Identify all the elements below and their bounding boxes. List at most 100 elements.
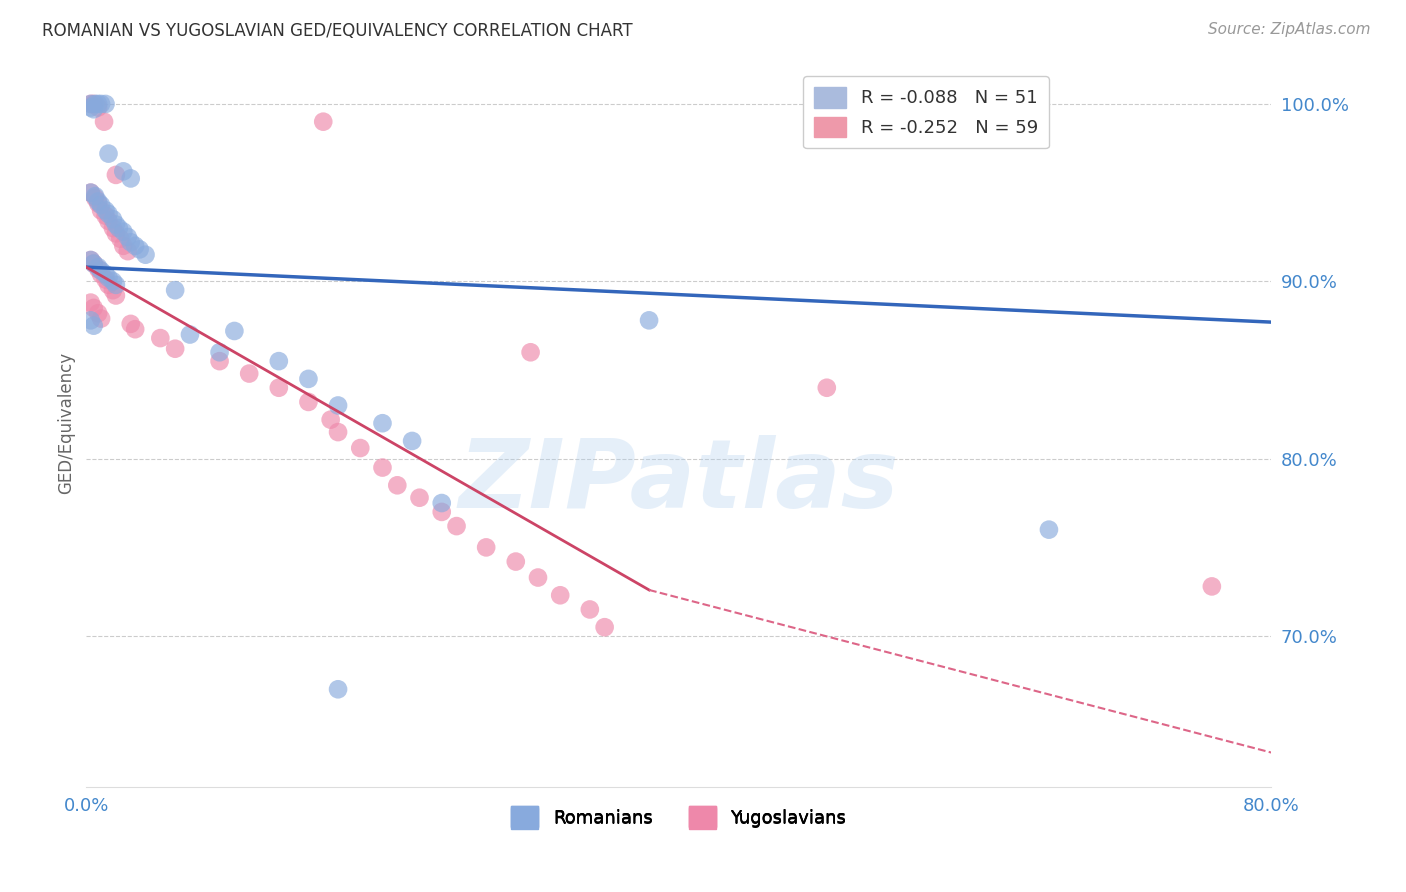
Point bbox=[80, 186, 103, 200]
Point bbox=[104, 168, 127, 182]
Point bbox=[401, 434, 423, 448]
Point bbox=[319, 412, 342, 426]
Point bbox=[80, 101, 103, 115]
Point bbox=[124, 322, 146, 336]
Point bbox=[267, 381, 290, 395]
Point bbox=[97, 270, 120, 285]
Point bbox=[94, 209, 117, 223]
Point bbox=[548, 588, 571, 602]
Point bbox=[110, 232, 132, 246]
Point bbox=[80, 186, 103, 200]
Point bbox=[97, 277, 120, 292]
Point bbox=[349, 441, 371, 455]
Text: Source: ZipAtlas.com: Source: ZipAtlas.com bbox=[1208, 22, 1371, 37]
Point bbox=[593, 620, 616, 634]
Point bbox=[117, 244, 139, 259]
Point bbox=[297, 372, 319, 386]
Point bbox=[326, 399, 349, 413]
Point bbox=[238, 367, 260, 381]
Point bbox=[408, 491, 430, 505]
Point bbox=[208, 345, 231, 359]
Point bbox=[87, 101, 110, 115]
Point bbox=[83, 256, 105, 270]
Point bbox=[90, 203, 112, 218]
Point bbox=[165, 342, 187, 356]
Point bbox=[638, 313, 661, 327]
Point bbox=[475, 541, 498, 555]
Point bbox=[80, 313, 103, 327]
Point bbox=[87, 97, 110, 112]
Point bbox=[446, 519, 468, 533]
Point bbox=[430, 505, 453, 519]
Point bbox=[84, 189, 107, 203]
Point bbox=[87, 261, 110, 276]
Point bbox=[519, 345, 541, 359]
Point bbox=[371, 416, 394, 430]
Point bbox=[112, 164, 135, 178]
Point bbox=[94, 267, 117, 281]
Text: ZIPatlas: ZIPatlas bbox=[458, 435, 898, 528]
Point bbox=[101, 221, 124, 235]
Point bbox=[80, 295, 103, 310]
Point bbox=[83, 102, 105, 116]
Point bbox=[579, 602, 602, 616]
Point bbox=[101, 212, 124, 227]
Point bbox=[87, 306, 110, 320]
Point bbox=[93, 114, 115, 128]
Point bbox=[312, 114, 335, 128]
Point bbox=[90, 97, 112, 112]
Text: ROMANIAN VS YUGOSLAVIAN GED/EQUIVALENCY CORRELATION CHART: ROMANIAN VS YUGOSLAVIAN GED/EQUIVALENCY … bbox=[42, 22, 633, 40]
Point bbox=[90, 267, 112, 281]
Point bbox=[208, 354, 231, 368]
Point bbox=[83, 256, 105, 270]
Point bbox=[83, 318, 105, 333]
Point bbox=[87, 196, 110, 211]
Point bbox=[815, 381, 838, 395]
Y-axis label: GED/Equivalency: GED/Equivalency bbox=[58, 352, 75, 494]
Point bbox=[326, 682, 349, 697]
Point bbox=[90, 311, 112, 326]
Point bbox=[149, 331, 172, 345]
Point bbox=[80, 97, 103, 112]
Point bbox=[104, 288, 127, 302]
Point bbox=[87, 194, 110, 209]
Point bbox=[117, 230, 139, 244]
Point bbox=[83, 301, 105, 315]
Point bbox=[97, 207, 120, 221]
Point bbox=[104, 277, 127, 292]
Point bbox=[527, 570, 550, 584]
Point bbox=[120, 171, 142, 186]
Point bbox=[108, 221, 131, 235]
Point bbox=[430, 496, 453, 510]
Point bbox=[101, 283, 124, 297]
Point bbox=[124, 239, 146, 253]
Point bbox=[120, 317, 142, 331]
Point bbox=[135, 248, 157, 262]
Point bbox=[97, 214, 120, 228]
Point bbox=[84, 97, 107, 112]
Point bbox=[80, 253, 103, 268]
Point bbox=[80, 97, 103, 112]
Point bbox=[128, 243, 150, 257]
Point bbox=[80, 253, 103, 268]
Point bbox=[267, 354, 290, 368]
Point bbox=[1201, 579, 1223, 593]
Point bbox=[326, 425, 349, 439]
Point bbox=[112, 239, 135, 253]
Point bbox=[90, 263, 112, 277]
Point bbox=[179, 327, 201, 342]
Point bbox=[94, 203, 117, 218]
Point bbox=[904, 97, 927, 112]
Point bbox=[120, 235, 142, 250]
Legend: Romanians, Yugoslavians: Romanians, Yugoslavians bbox=[502, 797, 855, 836]
Point bbox=[104, 227, 127, 241]
Point bbox=[94, 97, 117, 112]
Point bbox=[112, 225, 135, 239]
Point bbox=[1038, 523, 1060, 537]
Point bbox=[104, 218, 127, 232]
Point bbox=[90, 198, 112, 212]
Point bbox=[84, 191, 107, 205]
Point bbox=[387, 478, 409, 492]
Point bbox=[94, 272, 117, 286]
Point bbox=[97, 146, 120, 161]
